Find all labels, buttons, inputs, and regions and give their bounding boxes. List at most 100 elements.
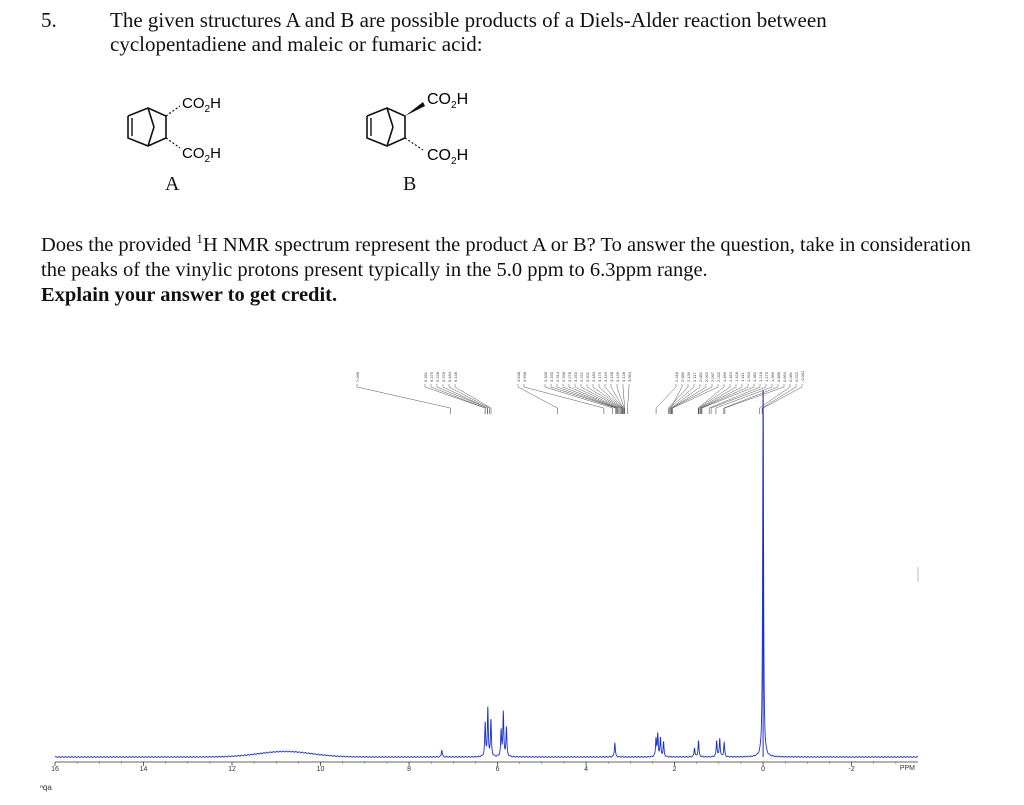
peak-leader-line (430, 384, 486, 409)
peak-leader-line (715, 384, 773, 409)
peak-label: 1.382 (752, 371, 757, 382)
peak-label: 4.648 (516, 371, 521, 382)
peak-leader-line (759, 384, 791, 409)
peak-label: 1.218 (758, 371, 763, 382)
peak-label: 7.068 (355, 371, 360, 382)
peak-label: 3.064 (627, 371, 632, 382)
x-tick-label: 10 (317, 766, 325, 773)
peak-leader-line (454, 384, 492, 409)
structure-b-bottom-group-text: CO2H (427, 147, 468, 167)
structure-a-top-group-text: CO2H (182, 95, 221, 115)
peak-leader-line (670, 384, 683, 409)
peak-leader-line (523, 384, 604, 409)
corner-label: ⁿqa (40, 783, 52, 792)
peak-leader-line (698, 384, 731, 409)
question-prompt: Does the provided 1H NMR spectrum repres… (41, 226, 991, 308)
peak-leader-line (699, 384, 737, 409)
peak-label: 2.139 (686, 371, 691, 382)
prompt-part2: H NMR spectrum represent the product A o… (41, 233, 971, 281)
peak-label: 0.081 (788, 371, 793, 382)
peak-leader-line (592, 384, 623, 409)
peak-label: 6.279 (429, 371, 434, 382)
peak-leader-line (655, 384, 677, 409)
peak-label: 3.128 (621, 371, 626, 382)
peak-label: 3.184 (591, 371, 596, 382)
peak-label: 1.393 (746, 371, 751, 382)
peak-leader-line (424, 384, 486, 409)
peak-label: 6.228 (435, 371, 440, 382)
peak-leader-line (586, 384, 622, 409)
peak-label: 3.139 (615, 371, 620, 382)
peak-label: 6.226 (441, 371, 446, 382)
peak-label: 2.081 (698, 371, 703, 382)
peak-label: 3.175 (597, 371, 602, 382)
peak-label: 3.330 (549, 371, 554, 382)
peak-leader-line (763, 384, 803, 409)
peak-leader-line (544, 384, 613, 409)
prompt-superscript: 1 (196, 231, 203, 246)
peak-label: 3.163 (603, 371, 608, 382)
peak-label: 3.158 (609, 371, 614, 382)
peak-leader-line (622, 384, 625, 409)
peak-leader-line (556, 384, 617, 409)
peak-label: 2.089 (680, 371, 685, 382)
structure-a-label: A (165, 173, 180, 195)
peak-leader-line (669, 384, 695, 409)
peak-leader-line (574, 384, 620, 409)
peak-leader-line (598, 384, 623, 409)
spectrum-trace (54, 389, 919, 758)
peak-label: 3.201 (585, 371, 590, 382)
peak-leader-line (701, 384, 755, 409)
structure-b-top-group-text: CO2H (427, 91, 468, 111)
peak-label: 6.148 (453, 371, 458, 382)
peak-label: 3.278 (567, 371, 572, 382)
structure-b-drawing: CO2H CO2H (366, 91, 468, 167)
peak-leader-line (442, 384, 488, 409)
peak-label: 1.466 (722, 371, 727, 382)
structure-b-label: B (403, 173, 417, 195)
peak-leader-line (550, 384, 616, 409)
peak-label: 0.888 (776, 371, 781, 382)
peak-label: 1.175 (764, 371, 769, 382)
peak-leader-line (562, 384, 618, 409)
peak-label: 6.184 (447, 371, 452, 382)
peak-leader-line (448, 384, 490, 409)
prompt-bold: Explain your answer to get credit. (41, 283, 338, 306)
peak-leader-line (670, 384, 701, 409)
peak-label: 1.411 (740, 372, 745, 382)
x-tick-label: 0 (761, 766, 765, 773)
peak-label: 3.222 (579, 371, 584, 382)
peak-label: 3.398 (543, 371, 548, 382)
x-tick-label: 16 (51, 766, 59, 773)
peak-label: 2.062 (704, 371, 709, 382)
peak-label: 1.066 (770, 371, 775, 382)
peak-leader-line (568, 384, 619, 409)
peak-leader-line (701, 384, 749, 409)
peak-leader-line (356, 384, 451, 409)
x-tick-label: 14 (140, 766, 148, 773)
x-tick-label: 2 (673, 766, 677, 773)
peak-leader-line (671, 384, 707, 409)
peak-label: 0.022 (794, 371, 799, 382)
prompt-part1: Does the provided (41, 233, 197, 256)
peak-leader-line (698, 384, 725, 409)
question-number: 5. (41, 8, 57, 32)
peak-label: 2.117 (692, 372, 697, 382)
peak-leader-line (761, 384, 797, 409)
structure-a-drawing: CO2H CO2H (127, 95, 221, 165)
peak-leader-line (711, 384, 767, 409)
peak-leader-line (604, 384, 624, 409)
peak-label: 3.314 (555, 371, 560, 382)
x-tick-label: 6 (496, 766, 500, 773)
peak-leader-line (616, 384, 625, 409)
x-tick-label: -2 (848, 766, 854, 773)
peak-label: 3.298 (561, 371, 566, 382)
peak-label: 2.418 (674, 371, 679, 382)
peak-label: 3.598 (522, 371, 527, 382)
peak-leader-line (723, 384, 779, 409)
peak-leader-line (671, 384, 713, 409)
x-tick-label: 8 (407, 766, 411, 773)
question-intro: The given structures A and B are possibl… (110, 8, 827, 56)
x-axis-label: PPM (900, 765, 915, 772)
